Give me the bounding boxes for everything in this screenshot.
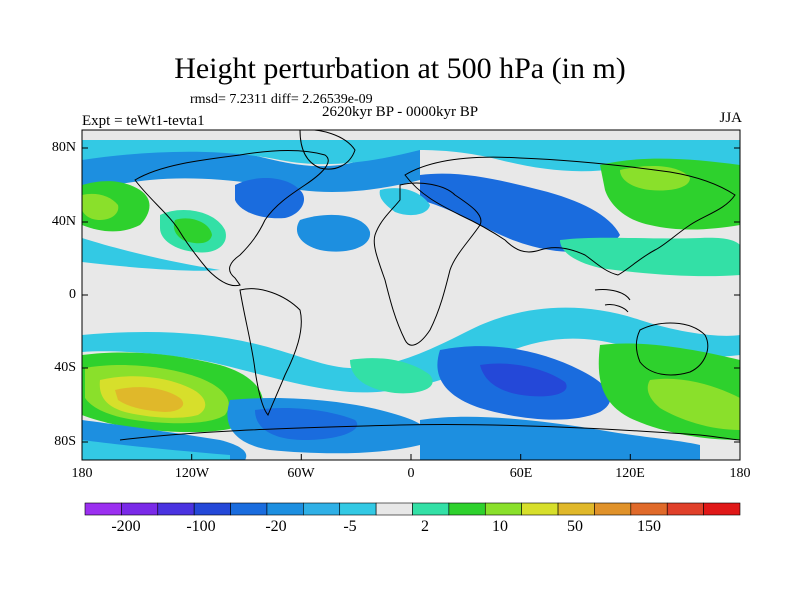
lat-label-80n: 80N bbox=[51, 140, 76, 155]
contour-fill-yellowgreen bbox=[82, 193, 119, 220]
colorbar-swatch bbox=[266, 502, 304, 516]
contour-fill-cyan bbox=[420, 140, 740, 172]
colorbar-swatch bbox=[230, 502, 268, 516]
colorbar-swatch bbox=[412, 502, 450, 516]
contour-fill-green bbox=[560, 237, 740, 277]
lon-label-0: 0 bbox=[407, 466, 415, 481]
map-title: Height perturbation at 500 hPa (in m) bbox=[174, 52, 626, 85]
contour-fill-cyan bbox=[82, 140, 420, 165]
colorbar-label: -20 bbox=[265, 518, 287, 535]
colorbar-swatch bbox=[193, 502, 231, 516]
contour-fill-cyan bbox=[82, 440, 230, 460]
colorbar-label: -5 bbox=[343, 518, 357, 535]
lat-label-80s: 80S bbox=[54, 434, 76, 449]
colorbar bbox=[84, 502, 741, 516]
colorbar-swatch bbox=[703, 502, 741, 516]
contour-fill-orange bbox=[115, 387, 184, 412]
contour-fill-blue bbox=[235, 178, 305, 219]
colorbar-label: 10 bbox=[492, 518, 508, 535]
axis-ticks bbox=[81, 147, 741, 460]
colorbar-swatch bbox=[157, 502, 195, 516]
colorbar-swatch bbox=[339, 502, 377, 516]
contour-fill-blue bbox=[82, 142, 420, 192]
contour-fill-blue bbox=[255, 408, 358, 440]
contour-fill-darkblue bbox=[480, 363, 567, 397]
lat-label-40s: 40S bbox=[54, 360, 76, 375]
lon-label-180w: 180 bbox=[71, 466, 93, 481]
lat-label-40n: 40N bbox=[51, 214, 76, 229]
stats-text: rmsd= 7.2311 diff= 2.26539e-09 bbox=[190, 92, 373, 107]
colorbar-label: -100 bbox=[186, 518, 216, 535]
contour-fill-green bbox=[350, 358, 433, 394]
contour-fill-cyan bbox=[82, 238, 220, 271]
contour-fill-blue bbox=[420, 416, 700, 460]
lon-label-120e: 120E bbox=[615, 466, 645, 481]
season-label: JJA bbox=[719, 110, 742, 126]
colorbar-label: -200 bbox=[111, 518, 141, 535]
period-subtitle: 2620kyr BP - 0000kyr BP bbox=[321, 104, 479, 120]
contour-fill-yellowgreen bbox=[647, 378, 740, 430]
colorbar-swatch bbox=[448, 502, 486, 516]
experiment-label: Expt = teWt1-tevta1 bbox=[82, 113, 205, 129]
colorbar-swatch bbox=[84, 502, 122, 516]
colorbar-label: 50 bbox=[567, 518, 583, 535]
colorbar-swatch bbox=[630, 502, 668, 516]
contour-fill-cyan bbox=[82, 307, 740, 393]
lon-label-120w: 120W bbox=[174, 466, 210, 481]
colorbar-swatch bbox=[521, 502, 559, 516]
colorbar-swatch bbox=[121, 502, 159, 516]
lat-label-0: 0 bbox=[69, 287, 76, 302]
colorbar-label: 2 bbox=[421, 518, 429, 535]
colorbar-swatch bbox=[303, 502, 341, 516]
lon-label-60w: 60W bbox=[287, 466, 315, 481]
lon-label-60e: 60E bbox=[509, 466, 533, 481]
colorbar-swatch bbox=[557, 502, 595, 516]
lon-label-180e: 180 bbox=[729, 466, 751, 481]
colorbar-swatch bbox=[375, 502, 413, 516]
colorbar-swatch bbox=[594, 502, 632, 516]
colorbar-label: 150 bbox=[637, 518, 661, 535]
colorbar-swatch bbox=[666, 502, 704, 516]
land-outlines bbox=[119, 130, 740, 441]
contour-fill-blue bbox=[420, 173, 620, 252]
contour-fill-blue bbox=[296, 214, 371, 252]
colorbar-swatch bbox=[484, 502, 522, 516]
